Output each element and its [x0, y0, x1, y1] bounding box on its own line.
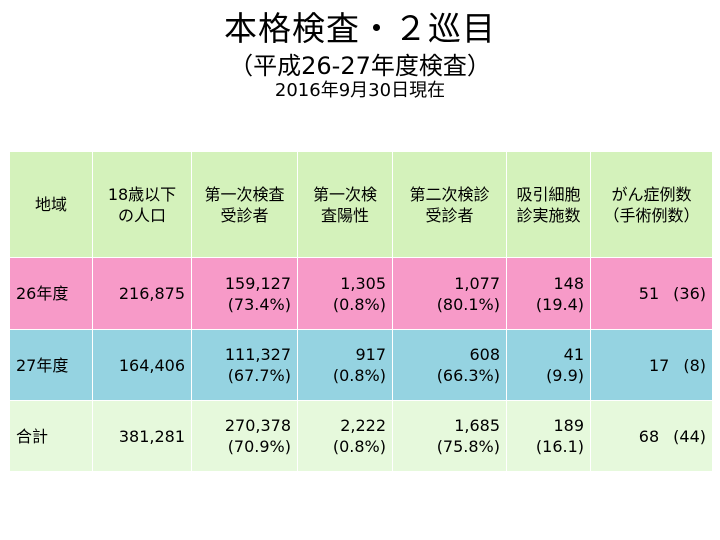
row-label: 26年度 [9, 257, 93, 330]
cell-cancer: 17 (8) [590, 329, 713, 401]
cell-rate: (80.1%) [436, 294, 500, 314]
cell-first-exam: 270,378 (70.9%) [191, 400, 298, 472]
table-row: 26年度 216,875 159,127 (73.4%) 1,305 (0.8%… [9, 257, 713, 330]
cell-rate: (16.1) [535, 437, 584, 456]
cell-first-positive: 1,305 (0.8%) [297, 257, 393, 330]
header-first-positive-line1: 第一次検 [312, 184, 377, 204]
cell-value: 189 [553, 416, 584, 435]
cell-rate: (9.9) [546, 366, 584, 385]
cell-cytology: 148 (19.4) [506, 257, 591, 330]
cell-value: 2,222 [340, 416, 386, 435]
cell-rate: (19.4) [535, 294, 584, 314]
cell-population: 216,875 [92, 257, 192, 330]
cell-surgery: (44) [673, 426, 706, 446]
cell-first-exam: 111,327 (67.7%) [191, 329, 298, 401]
results-table: 地域 18歳以下 の人口 第一次検査 受診者 第一次検 査陽性 第二次検診 受診… [9, 151, 713, 472]
header-region-text: 地域 [34, 195, 67, 214]
cell-value: 17 [648, 355, 670, 375]
row-label: 27年度 [9, 329, 93, 401]
title-block: 本格検査・２巡目 （平成26-27年度検査） 2016年9月30日現在 [0, 8, 720, 102]
table-row: 27年度 164,406 111,327 (67.7%) 917 (0.8%) … [9, 329, 713, 401]
cell-value: 111,327 [224, 345, 291, 364]
header-second-exam-line1: 第二次検診 [409, 184, 490, 204]
slide-date: 2016年9月30日現在 [274, 80, 446, 101]
table-header-row: 地域 18歳以下 の人口 第一次検査 受診者 第一次検 査陽性 第二次検診 受診… [9, 151, 713, 258]
row-label: 合計 [9, 400, 93, 472]
cell-value: 51 [638, 284, 660, 303]
header-population-line2: の人口 [117, 205, 166, 225]
slide-title: 本格検査・２巡目 [224, 9, 496, 48]
cell-value: 148 [553, 273, 584, 293]
cell-second-exam: 608 (66.3%) [392, 329, 507, 401]
table-row-total: 合計 381,281 270,378 (70.9%) 2,222 (0.8%) … [9, 400, 713, 472]
cell-rate: (73.4%) [227, 294, 291, 314]
cell-value: 1,685 [454, 416, 500, 435]
cell-rate: (66.3%) [436, 366, 500, 385]
cell-second-exam: 1,685 (75.8%) [392, 400, 507, 472]
cell-value: 1,305 [340, 273, 386, 293]
header-first-positive-line2: 査陽性 [320, 205, 369, 225]
cell-population: 164,406 [92, 329, 192, 401]
header-cytology-line2: 診実施数 [516, 205, 581, 225]
cell-value: 41 [563, 345, 584, 364]
header-second-exam-line2: 受診者 [425, 205, 474, 225]
header-cancer-line1: がん症例数 [611, 184, 692, 204]
cell-population: 381,281 [92, 400, 192, 472]
slide-subtitle: （平成26-27年度検査） [229, 52, 491, 80]
cell-rate: (0.8%) [332, 294, 386, 314]
cell-first-positive: 2,222 (0.8%) [297, 400, 393, 472]
cell-value: 608 [469, 345, 500, 364]
cell-rate: (67.7%) [227, 366, 291, 385]
cell-surgery: (8) [683, 355, 706, 375]
cell-cytology: 41 (9.9) [506, 329, 591, 401]
cell-rate: (70.9%) [227, 437, 291, 456]
cell-value: 1,077 [454, 273, 500, 293]
header-region: 地域 [9, 151, 93, 258]
cell-value: 917 [355, 345, 386, 364]
header-cytology: 吸引細胞 診実施数 [506, 151, 591, 258]
cell-first-exam: 159,127 (73.4%) [191, 257, 298, 330]
cell-rate: (0.8%) [332, 366, 386, 385]
header-population-line1: 18歳以下 [107, 184, 177, 204]
header-cytology-line1: 吸引細胞 [516, 184, 581, 204]
cell-cancer: 68 (44) [590, 400, 713, 472]
cell-value: 270,378 [224, 416, 291, 435]
header-first-exam-line1: 第一次検査 [204, 184, 285, 204]
header-second-exam: 第二次検診 受診者 [392, 151, 507, 258]
cell-value: 159,127 [224, 273, 291, 293]
cell-first-positive: 917 (0.8%) [297, 329, 393, 401]
cell-cancer: 51 (36) [590, 257, 713, 330]
header-first-exam: 第一次検査 受診者 [191, 151, 298, 258]
header-population: 18歳以下 の人口 [92, 151, 192, 258]
cell-rate: (0.8%) [332, 437, 386, 456]
cell-value: 68 [638, 426, 660, 446]
cell-surgery: (36) [673, 284, 706, 303]
header-first-exam-line2: 受診者 [220, 205, 269, 225]
cell-second-exam: 1,077 (80.1%) [392, 257, 507, 330]
cell-cytology: 189 (16.1) [506, 400, 591, 472]
header-cancer-line2: （手術例数） [603, 205, 700, 225]
cell-rate: (75.8%) [436, 437, 500, 456]
header-cancer: がん症例数 （手術例数） [590, 151, 713, 258]
header-first-positive: 第一次検 査陽性 [297, 151, 393, 258]
